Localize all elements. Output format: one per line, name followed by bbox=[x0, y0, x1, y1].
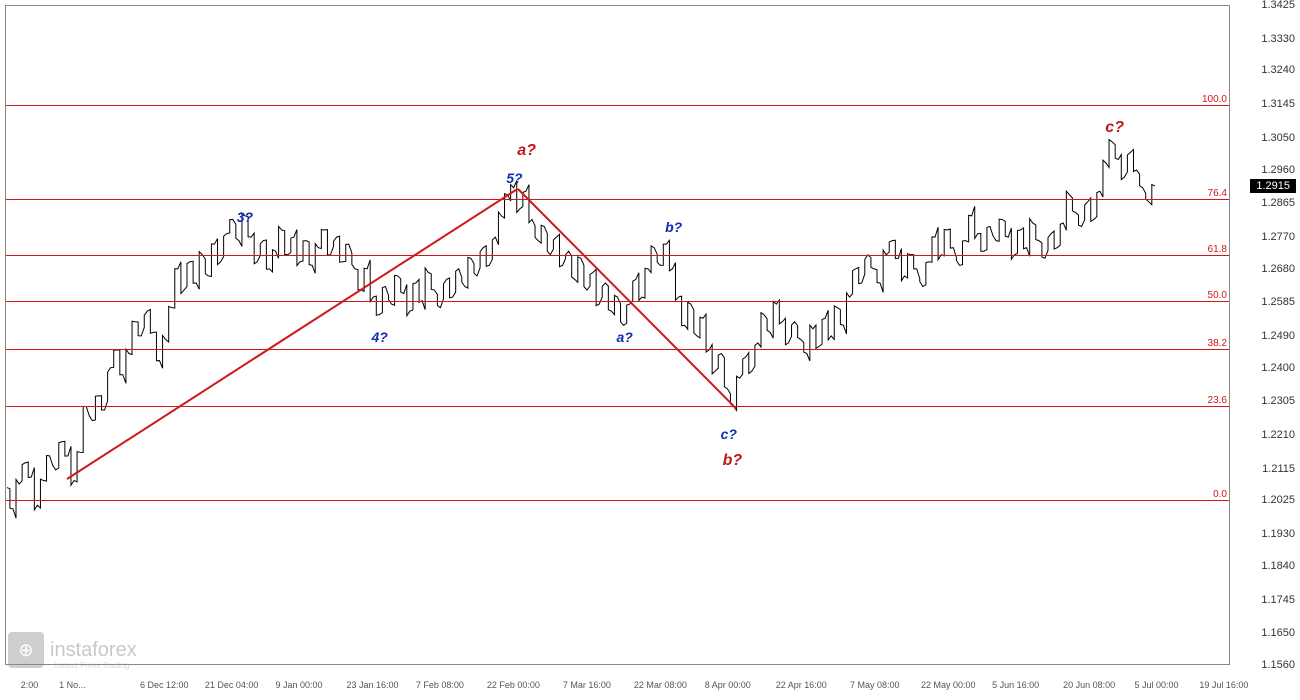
x-tick: 20 Jun 08:00 bbox=[1063, 680, 1115, 690]
fib-label: 0.0 bbox=[1213, 489, 1227, 500]
wave-label: c? bbox=[721, 426, 737, 442]
watermark-subtext: Instant Forex Trading bbox=[54, 661, 130, 670]
x-tick: 23 Jan 16:00 bbox=[346, 680, 398, 690]
fib-label: 50.0 bbox=[1208, 290, 1227, 301]
fib-label: 100.0 bbox=[1202, 94, 1227, 105]
fib-line bbox=[6, 199, 1229, 200]
chart-container: 100.0 76.4 61.8 50.0 38.2 23.6 0.0 3? 4? 5? a? a? b… bbox=[0, 0, 1300, 700]
wave-label: c? bbox=[1105, 119, 1124, 137]
y-axis: 1.34251.33301.32401.31451.30501.29601.28… bbox=[1235, 5, 1300, 665]
wave-label: 5? bbox=[506, 170, 522, 186]
fib-label: 76.4 bbox=[1208, 188, 1227, 199]
x-tick: 8 Apr 00:00 bbox=[705, 680, 751, 690]
price-line bbox=[7, 140, 1155, 519]
y-tick: 1.2960 bbox=[1261, 164, 1295, 176]
y-tick: 1.1560 bbox=[1261, 659, 1295, 671]
x-tick: 22 Feb 00:00 bbox=[487, 680, 540, 690]
x-tick: 9 Jan 00:00 bbox=[275, 680, 322, 690]
x-tick: 22 Mar 08:00 bbox=[634, 680, 687, 690]
fib-line bbox=[6, 349, 1229, 350]
y-tick: 1.1840 bbox=[1261, 560, 1295, 572]
x-axis: 2:00 1 No... 6 Dec 12:00 21 Dec 04:00 9 Jan … bbox=[5, 670, 1230, 700]
watermark-text: instaforex bbox=[50, 639, 137, 662]
fib-label: 23.6 bbox=[1208, 395, 1227, 406]
y-tick: 1.2400 bbox=[1261, 362, 1295, 374]
x-tick: 2:00 bbox=[21, 680, 39, 690]
y-tick: 1.3050 bbox=[1261, 132, 1295, 144]
y-tick: 1.3425 bbox=[1261, 0, 1295, 11]
x-tick: 7 Feb 08:00 bbox=[416, 680, 464, 690]
x-tick: 7 May 08:00 bbox=[850, 680, 900, 690]
y-tick: 1.3240 bbox=[1261, 64, 1295, 76]
fib-label: 38.2 bbox=[1208, 338, 1227, 349]
x-tick: 19 Jul 16:00 bbox=[1199, 680, 1248, 690]
x-tick: 5 Jul 00:00 bbox=[1134, 680, 1178, 690]
wave-label: a? bbox=[517, 142, 536, 160]
x-tick: 5 Jun 16:00 bbox=[992, 680, 1039, 690]
y-tick: 1.2865 bbox=[1261, 197, 1295, 209]
fib-label: 61.8 bbox=[1208, 244, 1227, 255]
wave-label: b? bbox=[665, 219, 682, 235]
x-tick: 6 Dec 12:00 bbox=[140, 680, 189, 690]
y-tick: 1.2305 bbox=[1261, 395, 1295, 407]
y-tick: 1.2115 bbox=[1262, 463, 1295, 475]
y-tick: 1.1930 bbox=[1261, 528, 1295, 540]
y-tick: 1.2680 bbox=[1261, 263, 1295, 275]
y-tick: 1.2490 bbox=[1261, 330, 1295, 342]
wave-label: a? bbox=[616, 329, 632, 345]
fib-line bbox=[6, 105, 1229, 106]
y-tick: 1.1745 bbox=[1261, 594, 1295, 606]
y-tick: 1.3330 bbox=[1261, 33, 1295, 45]
fib-line bbox=[6, 500, 1229, 501]
x-tick: 22 Apr 16:00 bbox=[776, 680, 827, 690]
y-tick: 1.2210 bbox=[1261, 429, 1295, 441]
wave-label: 3? bbox=[237, 209, 253, 225]
watermark: ⊕ instaforex Instant Forex Trading bbox=[8, 632, 137, 668]
y-tick: 1.2025 bbox=[1261, 494, 1295, 506]
x-tick: 22 May 00:00 bbox=[921, 680, 976, 690]
wave-label: 4? bbox=[371, 329, 387, 345]
chart-area: 100.0 76.4 61.8 50.0 38.2 23.6 0.0 3? 4? 5? a? a? b… bbox=[5, 5, 1230, 665]
wave-label: b? bbox=[723, 452, 743, 470]
y-tick: 1.2770 bbox=[1261, 231, 1295, 243]
x-tick: 1 No... bbox=[59, 680, 86, 690]
fib-line bbox=[6, 255, 1229, 256]
y-tick: 1.1650 bbox=[1261, 627, 1295, 639]
watermark-icon: ⊕ bbox=[8, 632, 44, 668]
y-tick: 1.2585 bbox=[1261, 296, 1295, 308]
fib-line bbox=[6, 301, 1229, 302]
fib-line bbox=[6, 406, 1229, 407]
y-tick: 1.3145 bbox=[1261, 98, 1295, 110]
x-tick: 7 Mar 16:00 bbox=[563, 680, 611, 690]
x-tick: 21 Dec 04:00 bbox=[205, 680, 259, 690]
